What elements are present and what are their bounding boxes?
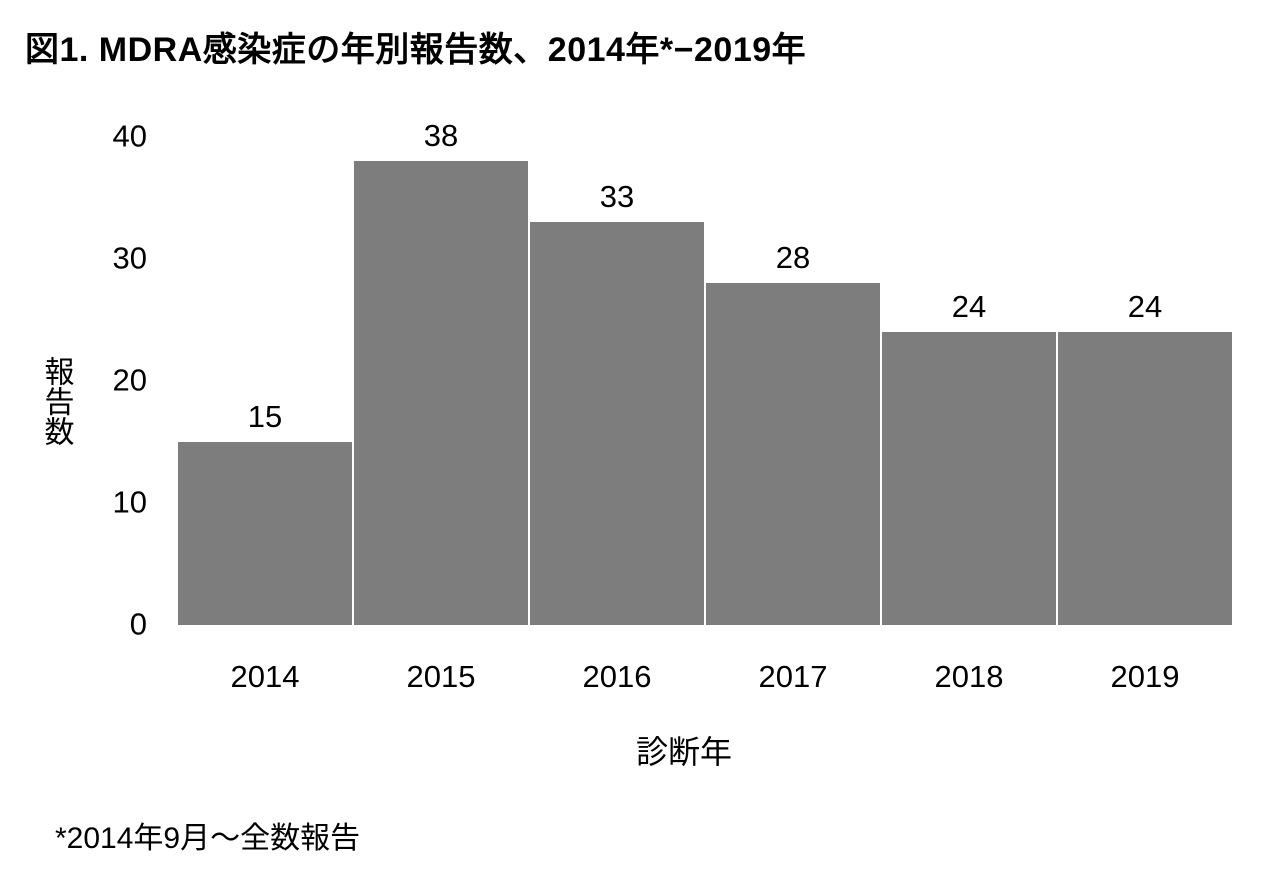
bar-value-label: 24	[1127, 288, 1163, 324]
x-tick-label: 2019	[1110, 659, 1180, 694]
bar-value-label: 33	[599, 178, 635, 214]
y-tick-label: 10	[112, 484, 147, 520]
y-tick-label: 40	[112, 118, 147, 154]
x-tick-label: 2015	[406, 659, 476, 694]
x-tick-label: 2014	[230, 659, 300, 694]
y-tick-label: 0	[129, 606, 147, 642]
bar-2019	[1058, 332, 1232, 625]
x-tick-label: 2018	[934, 659, 1004, 694]
plot-area: 15 38 33 28 24 24	[178, 118, 1234, 625]
bar-2017	[706, 283, 880, 625]
bar-2018	[882, 332, 1056, 625]
bar-2016	[530, 222, 704, 625]
chart-title: 図1. MDRA感染症の年別報告数、2014年*−2019年	[25, 31, 807, 69]
bar-value-label: 38	[423, 117, 459, 153]
chart-footnote: *2014年9月～全数報告	[55, 822, 361, 855]
x-axis-title: 診断年	[635, 734, 733, 770]
y-tick-label: 30	[112, 240, 147, 276]
bar-value-label: 28	[775, 239, 811, 275]
bar-value-label: 15	[247, 398, 283, 434]
bar-2015	[354, 161, 528, 625]
bar-value-label: 24	[951, 288, 987, 324]
x-tick-label: 2017	[758, 659, 828, 694]
bar-2014	[178, 442, 352, 625]
x-tick-label: 2016	[582, 659, 652, 694]
y-tick-label: 20	[112, 362, 147, 398]
y-axis-title: 報告数	[39, 356, 73, 446]
